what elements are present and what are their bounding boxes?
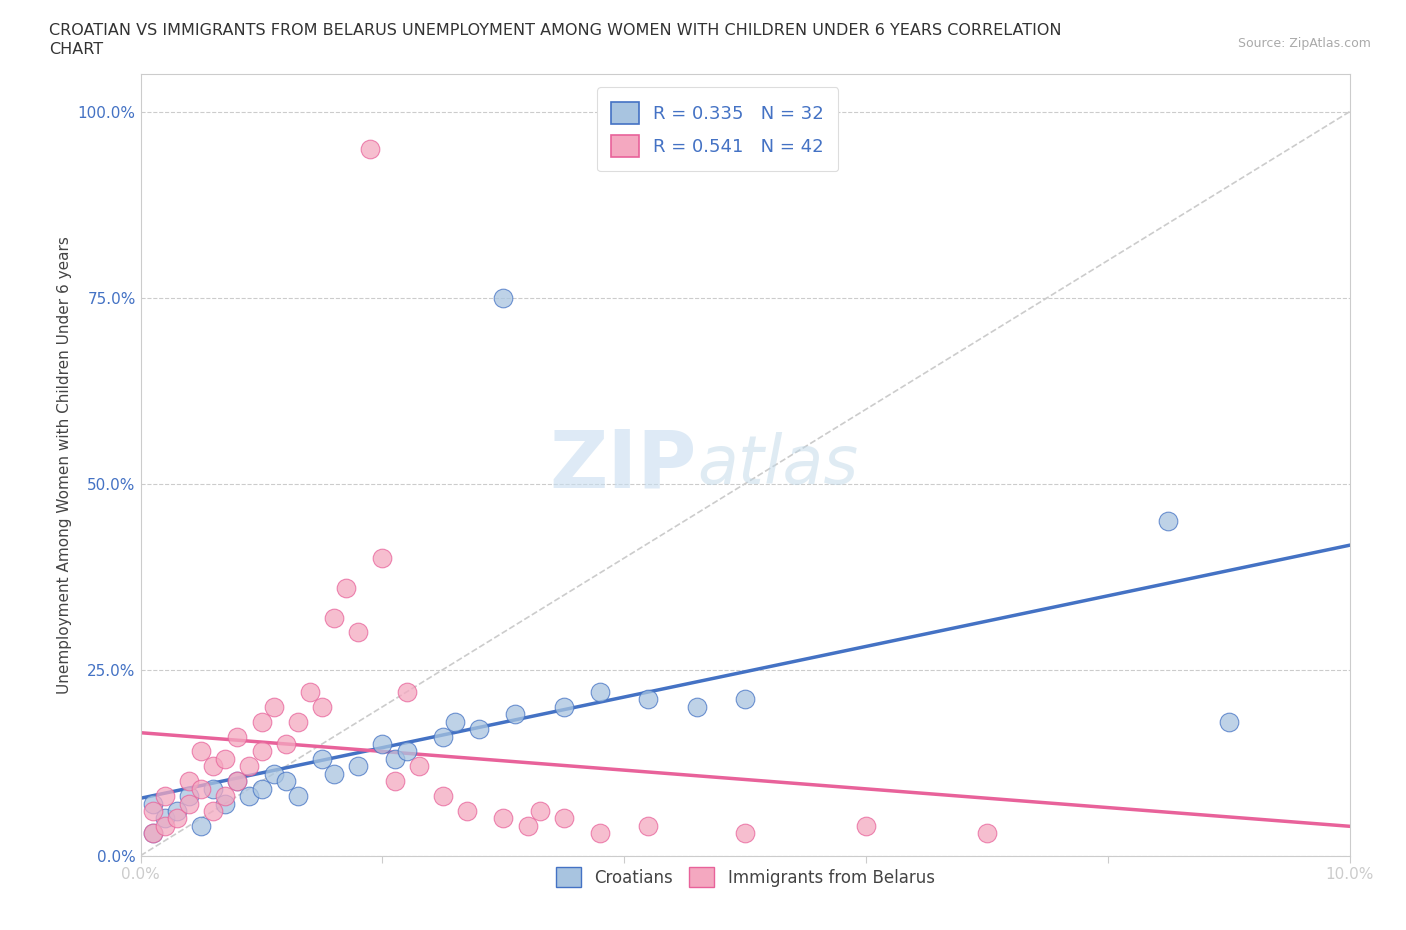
- Point: [202, 781, 225, 796]
- Point: [214, 751, 236, 766]
- Point: [1218, 714, 1240, 729]
- Point: [384, 774, 406, 789]
- Point: [734, 692, 756, 707]
- Point: [553, 699, 575, 714]
- Point: [177, 796, 200, 811]
- Point: [142, 826, 165, 841]
- Point: [335, 580, 357, 595]
- Text: Source: ZipAtlas.com: Source: ZipAtlas.com: [1237, 37, 1371, 50]
- Point: [432, 729, 454, 744]
- Point: [311, 751, 333, 766]
- Point: [1157, 513, 1180, 528]
- Point: [456, 804, 478, 818]
- Point: [492, 811, 515, 826]
- Point: [274, 774, 297, 789]
- Point: [516, 818, 538, 833]
- Point: [226, 774, 249, 789]
- Point: [408, 759, 430, 774]
- Point: [637, 692, 659, 707]
- Point: [359, 141, 381, 156]
- Point: [589, 684, 612, 699]
- Point: [347, 759, 370, 774]
- Point: [444, 714, 467, 729]
- Point: [177, 774, 200, 789]
- Point: [142, 804, 165, 818]
- Point: [274, 737, 297, 751]
- Point: [250, 714, 273, 729]
- Point: [298, 684, 321, 699]
- Point: [395, 684, 418, 699]
- Point: [432, 789, 454, 804]
- Point: [976, 826, 998, 841]
- Point: [492, 290, 515, 305]
- Point: [505, 707, 527, 722]
- Point: [226, 774, 249, 789]
- Text: atlas: atlas: [697, 432, 858, 498]
- Point: [177, 789, 200, 804]
- Point: [589, 826, 612, 841]
- Point: [250, 781, 273, 796]
- Point: [214, 796, 236, 811]
- Point: [287, 789, 309, 804]
- Point: [250, 744, 273, 759]
- Text: CHART: CHART: [49, 42, 103, 57]
- Point: [153, 789, 176, 804]
- Point: [153, 818, 176, 833]
- Point: [553, 811, 575, 826]
- Point: [371, 737, 394, 751]
- Point: [323, 610, 346, 625]
- Point: [142, 796, 165, 811]
- Point: [323, 766, 346, 781]
- Point: [190, 781, 212, 796]
- Point: [637, 818, 659, 833]
- Point: [263, 699, 285, 714]
- Point: [226, 729, 249, 744]
- Point: [468, 722, 491, 737]
- Point: [142, 826, 165, 841]
- Point: [238, 789, 260, 804]
- Point: [153, 811, 176, 826]
- Point: [202, 759, 225, 774]
- Text: ZIP: ZIP: [550, 426, 697, 504]
- Y-axis label: Unemployment Among Women with Children Under 6 years: Unemployment Among Women with Children U…: [58, 236, 72, 694]
- Point: [166, 811, 188, 826]
- Point: [190, 818, 212, 833]
- Point: [263, 766, 285, 781]
- Point: [686, 699, 709, 714]
- Point: [371, 551, 394, 565]
- Point: [855, 818, 877, 833]
- Point: [190, 744, 212, 759]
- Point: [202, 804, 225, 818]
- Text: CROATIAN VS IMMIGRANTS FROM BELARUS UNEMPLOYMENT AMONG WOMEN WITH CHILDREN UNDER: CROATIAN VS IMMIGRANTS FROM BELARUS UNEM…: [49, 23, 1062, 38]
- Point: [287, 714, 309, 729]
- Point: [384, 751, 406, 766]
- Point: [529, 804, 551, 818]
- Point: [347, 625, 370, 640]
- Point: [238, 759, 260, 774]
- Point: [214, 789, 236, 804]
- Point: [166, 804, 188, 818]
- Legend: Croatians, Immigrants from Belarus: Croatians, Immigrants from Belarus: [548, 860, 942, 894]
- Point: [734, 826, 756, 841]
- Point: [311, 699, 333, 714]
- Point: [395, 744, 418, 759]
